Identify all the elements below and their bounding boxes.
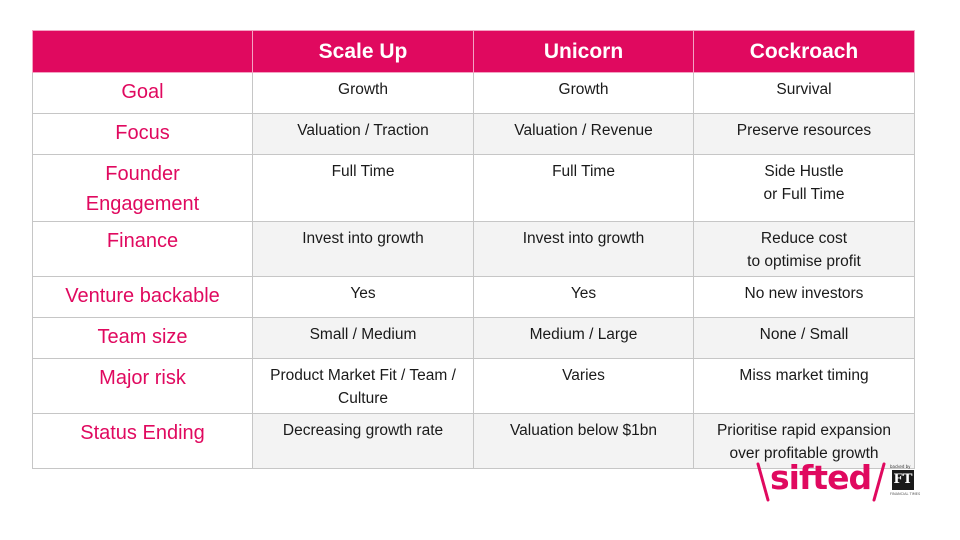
table-row: Finance Invest into growth Invest into gro… xyxy=(32,221,915,277)
ft-logo-icon: FT xyxy=(892,470,914,490)
table-row: Founder Engagement Full Time Full Time Side … xyxy=(32,154,915,222)
cell-text-line: Preserve resources xyxy=(736,122,872,139)
cell-text-line: Side Hustle xyxy=(764,163,844,180)
cell-scale-up: Yes xyxy=(252,276,474,318)
cell-scale-up: Product Market Fit / Team / Culture xyxy=(252,358,474,414)
cell-text-line: Culture xyxy=(338,390,388,407)
cell-cockroach: Preserve resources xyxy=(693,113,915,155)
row-label-line: Focus xyxy=(115,122,170,144)
cell-scale-up: Small / Medium xyxy=(252,317,474,359)
cell-scale-up: Full Time xyxy=(252,154,474,222)
sifted-wordmark: sifted xyxy=(770,458,872,497)
cell-text-line: Valuation below $1bn xyxy=(509,422,658,439)
cell-cockroach: Miss market timing xyxy=(693,358,915,414)
cell-text-line: Growth xyxy=(338,81,388,98)
row-label: Goal xyxy=(32,72,253,114)
table-row: Team size Small / Medium Medium / Large Non… xyxy=(32,317,915,359)
cell-text-line: Prioritise rapid expansion xyxy=(716,422,892,439)
cell-text-line: Growth xyxy=(558,81,609,98)
header-cell-unicorn: Unicorn xyxy=(473,30,694,73)
cell-text-line: Full Time xyxy=(552,163,615,180)
cell-text-line: Reduce cost xyxy=(760,230,848,247)
cell-unicorn: Invest into growth xyxy=(473,221,694,277)
cell-unicorn: Valuation / Revenue xyxy=(473,113,694,155)
header-cell-empty xyxy=(32,30,253,73)
cell-cockroach: Survival xyxy=(693,72,915,114)
sifted-ft-logo: sifted backed by FT FINANCIAL TIMES xyxy=(756,458,920,502)
cell-text-line: Miss market timing xyxy=(739,367,869,384)
cell-unicorn: Growth xyxy=(473,72,694,114)
ft-badge: backed by FT FINANCIAL TIMES xyxy=(890,464,920,500)
cell-text-line: over profitable growth xyxy=(729,445,879,462)
row-label-line: Status Ending xyxy=(80,422,205,444)
ft-backed-by: backed by xyxy=(890,464,911,469)
cell-text-line: Small / Medium xyxy=(309,326,417,343)
cell-text-line: None / Small xyxy=(759,326,849,343)
cell-text-line: Invest into growth xyxy=(302,230,424,247)
cell-text-line: Decreasing growth rate xyxy=(282,422,444,439)
cell-scale-up: Invest into growth xyxy=(252,221,474,277)
cell-unicorn: Full Time xyxy=(473,154,694,222)
table-row: Goal Growth Growth Survival xyxy=(32,72,915,114)
cell-cockroach: Prioritise rapid expansion over profitabl… xyxy=(693,413,915,469)
row-label-line: Venture backable xyxy=(65,285,220,307)
cell-text-line: Yes xyxy=(350,285,376,302)
row-label: Major risk xyxy=(32,358,253,414)
slash-right-icon xyxy=(872,462,886,502)
cell-text-line: Valuation / Revenue xyxy=(514,122,653,139)
cell-cockroach: Side Hustle or Full Time xyxy=(693,154,915,222)
comparison-table-container: Scale Up Unicorn Cockroach Goal Growth Gro… xyxy=(32,30,915,469)
cell-scale-up: Decreasing growth rate xyxy=(252,413,474,469)
row-label-line: Founder xyxy=(105,163,180,185)
header-cell-scale-up: Scale Up xyxy=(252,30,474,73)
cell-text-line: Yes xyxy=(570,285,597,302)
cell-unicorn: Yes xyxy=(473,276,694,318)
row-label: Focus xyxy=(32,113,253,155)
header-row: Scale Up Unicorn Cockroach xyxy=(32,30,915,73)
table-row: Venture backable Yes Yes No new investors xyxy=(32,276,915,318)
row-label: Venture backable xyxy=(32,276,253,318)
row-label: Status Ending xyxy=(32,413,253,469)
table-row: Status Ending Decreasing growth rate Valua… xyxy=(32,413,915,469)
comparison-table: Scale Up Unicorn Cockroach Goal Growth Gro… xyxy=(32,30,915,469)
cell-cockroach: None / Small xyxy=(693,317,915,359)
cell-text-line: Invest into growth xyxy=(522,230,645,247)
row-label: Team size xyxy=(32,317,253,359)
row-label-line: Team size xyxy=(97,326,188,348)
cell-scale-up: Valuation / Traction xyxy=(252,113,474,155)
cell-unicorn: Valuation below $1bn xyxy=(473,413,694,469)
cell-text-line: Full Time xyxy=(331,163,395,180)
cell-text-line: Survival xyxy=(776,81,832,98)
ft-caption: FINANCIAL TIMES xyxy=(890,492,921,496)
cell-unicorn: Varies xyxy=(473,358,694,414)
row-label-line: Engagement xyxy=(85,193,200,215)
table-row: Major risk Product Market Fit / Team / Cul… xyxy=(32,358,915,414)
table-body: Goal Growth Growth Survival Focus Valuation /… xyxy=(32,72,915,469)
cell-text-line: or Full Time xyxy=(763,186,845,203)
cell-text-line: to optimise profit xyxy=(747,253,861,270)
row-label: Founder Engagement xyxy=(32,154,253,222)
cell-unicorn: Medium / Large xyxy=(473,317,694,359)
table-row: Focus Valuation / Traction Valuation / Rev… xyxy=(32,113,915,155)
cell-text-line: Medium / Large xyxy=(529,326,638,343)
row-label-line: Major risk xyxy=(99,367,186,389)
cell-text-line: Varies xyxy=(562,367,605,384)
cell-cockroach: No new investors xyxy=(693,276,915,318)
cell-text-line: Valuation / Traction xyxy=(297,122,429,139)
row-label-line: Goal xyxy=(121,81,164,103)
cell-cockroach: Reduce cost to optimise profit xyxy=(693,221,915,277)
header-cell-cockroach: Cockroach xyxy=(693,30,915,73)
cell-text-line: Product Market Fit / Team / xyxy=(270,367,456,384)
cell-scale-up: Growth xyxy=(252,72,474,114)
row-label: Finance xyxy=(32,221,253,277)
row-label-line: Finance xyxy=(106,230,179,252)
cell-text-line: No new investors xyxy=(744,285,864,302)
slash-left-icon xyxy=(756,462,770,502)
